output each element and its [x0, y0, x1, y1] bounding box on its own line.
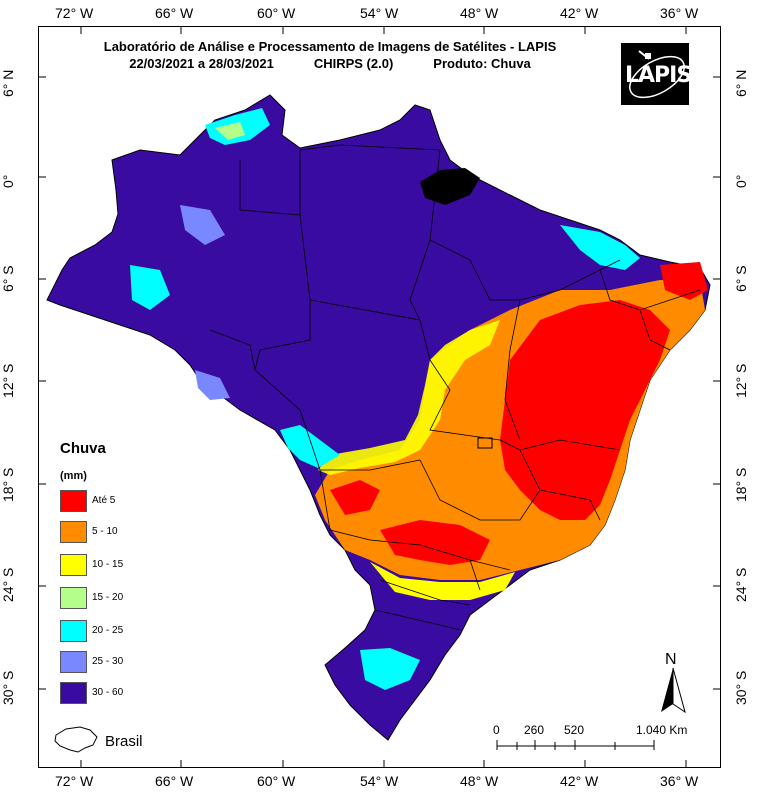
rain-periwinkle-zone [195, 370, 230, 400]
rain-red-zone [660, 262, 708, 300]
brasil-inset-outline [54, 726, 98, 753]
lon-tick-top: 36° W [660, 5, 699, 21]
rain-yellow-zone [318, 320, 500, 475]
lon-tick-top: 66° W [155, 5, 194, 21]
inset-label: Brasil [105, 733, 143, 750]
legend-label: 5 - 10 [92, 526, 118, 537]
rain-red-zone [500, 300, 670, 520]
lon-tick-bottom: 72° W [55, 773, 94, 789]
rain-yellow-zone [370, 562, 515, 600]
satellite-icon [629, 50, 685, 99]
graticule-ticks [38, 26, 721, 768]
legend-swatch [60, 651, 87, 673]
lapis-logo: LAPIS [621, 43, 692, 105]
logo-text: LAPIS [625, 63, 692, 88]
scale-label: 1.040 Km [636, 723, 688, 737]
legend-label: 20 - 25 [92, 625, 124, 636]
rain-red-zone [330, 480, 380, 515]
legend-swatch [60, 490, 87, 512]
federal-district [477, 437, 493, 449]
rain-red-zone [380, 520, 490, 565]
lon-tick-bottom: 36° W [660, 773, 699, 789]
data-source: CHIRPS (2.0) [313, 56, 394, 71]
legend-swatch [60, 620, 87, 642]
lon-tick-bottom: 54° W [360, 773, 399, 789]
legend-label: 10 - 15 [92, 559, 124, 570]
legend-label: 15 - 20 [92, 592, 124, 603]
lon-tick-bottom: 42° W [560, 773, 599, 789]
scale-label: 0 [493, 723, 500, 737]
legend-title: Chuva [60, 440, 106, 457]
legend-label: Até 5 [92, 495, 116, 506]
legend-label: 30 - 60 [92, 687, 124, 698]
date-range: 22/03/2021 a 28/03/2021 [129, 56, 274, 71]
north-arrow-icon [661, 667, 686, 714]
lon-tick-bottom: 48° W [460, 773, 499, 789]
legend-label: 25 - 30 [92, 656, 124, 667]
lon-tick-top: 54° W [360, 5, 399, 21]
rain-cyan-zone [130, 265, 170, 310]
lon-tick-top: 60° W [257, 5, 296, 21]
title-line: Laboratório de Análise e Processamento d… [103, 39, 557, 54]
legend-swatch [60, 587, 87, 609]
legend-swatch [60, 554, 87, 576]
legend-unit: (mm) [60, 470, 87, 482]
lon-tick-top: 72° W [55, 5, 94, 21]
state-borders [209, 144, 701, 631]
rain-cyan-zone [360, 648, 420, 690]
product-label: Produto: Chuva [433, 56, 531, 71]
rain-cyan-zone [280, 425, 340, 468]
legend-swatch [60, 521, 87, 543]
lon-tick-bottom: 66° W [155, 773, 194, 789]
rain-lightgreen-zone [215, 122, 245, 140]
map-frame [38, 26, 721, 768]
scale-label: 260 [524, 723, 545, 737]
lon-tick-top: 48° W [460, 5, 499, 21]
legend-swatch [60, 682, 87, 704]
lon-tick-bottom: 60° W [257, 773, 296, 789]
north-label: N [665, 651, 677, 668]
lon-tick-top: 42° W [560, 5, 599, 21]
map-title: Laboratório de Análise e Processamento d… [50, 38, 610, 72]
scale-label: 520 [564, 723, 585, 737]
rain-cyan-zone [560, 225, 640, 270]
scale-bar [496, 740, 655, 750]
rain-periwinkle-zone [180, 205, 225, 245]
